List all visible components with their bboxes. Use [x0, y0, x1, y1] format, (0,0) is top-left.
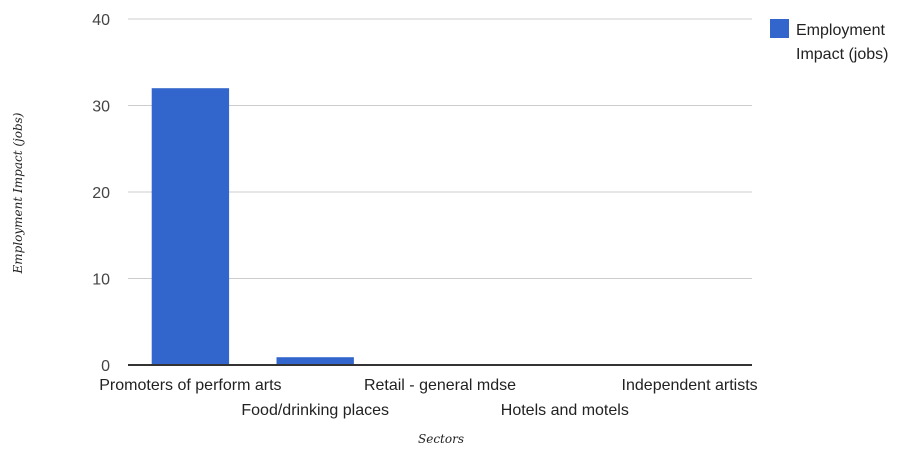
bars — [151, 88, 354, 365]
x-category-label: Food/drinking places — [241, 402, 389, 419]
x-category-label: Hotels and motels — [501, 402, 629, 419]
x-category-label: Independent artists — [622, 377, 758, 394]
bar — [151, 88, 230, 365]
y-tick-label: 30 — [92, 99, 110, 116]
legend-label-line-2: Impact (jobs) — [796, 46, 888, 63]
y-axis-title: Employment Impact (jobs) — [11, 112, 25, 274]
y-tick-labels: 0 10 20 30 40 — [92, 12, 110, 375]
y-tick-label: 20 — [92, 185, 110, 202]
y-tick-label: 40 — [92, 12, 110, 29]
legend: Employment Impact (jobs) — [770, 19, 888, 63]
gridlines — [128, 18, 752, 279]
x-axis-title: Sectors — [418, 432, 464, 446]
x-category-label: Promoters of perform arts — [99, 377, 281, 394]
legend-label-line-1: Employment — [796, 22, 885, 39]
x-category-label: Retail - general mdse — [364, 377, 516, 394]
bar — [276, 357, 354, 365]
y-tick-label: 0 — [101, 358, 110, 375]
legend-swatch — [770, 19, 789, 38]
y-tick-label: 10 — [92, 272, 110, 289]
x-category-labels: Promoters of perform arts Food/drinking p… — [99, 377, 757, 419]
